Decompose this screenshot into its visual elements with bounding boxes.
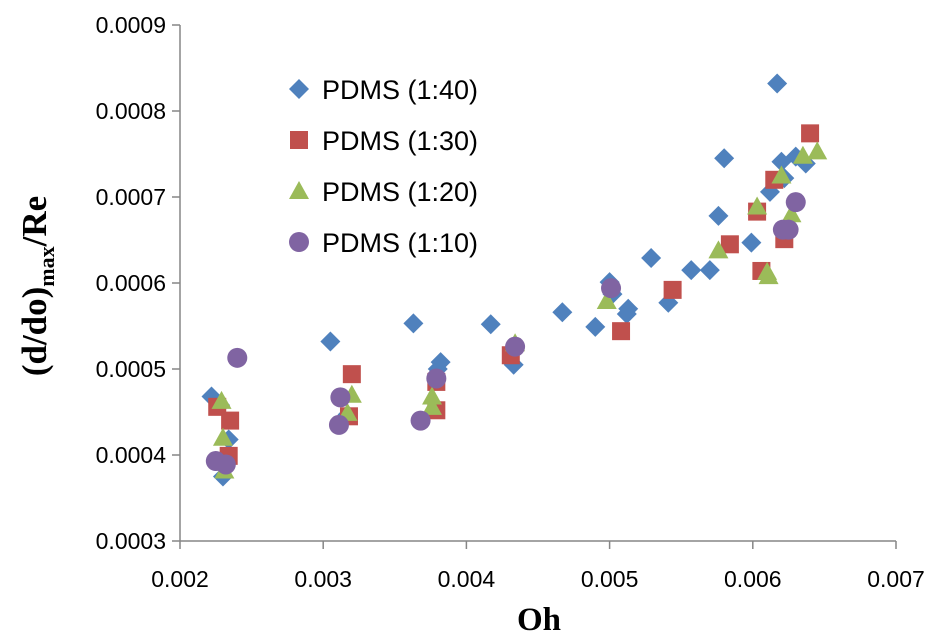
- y-tick-label: 0.0009: [96, 12, 166, 38]
- point-pdms-1-20: [781, 204, 802, 223]
- point-pdms-1-20: [807, 141, 828, 160]
- legend: PDMS (1:40) PDMS (1:30) PDMS (1:20) PDMS (1…: [289, 75, 478, 258]
- point-pdms-1-30: [663, 280, 682, 299]
- point-pdms-1-20: [422, 386, 443, 405]
- x-axis-title: Oh: [517, 602, 561, 637]
- point-pdms-1-40: [585, 316, 606, 337]
- point-pdms-1-40: [552, 302, 573, 323]
- point-pdms-1-40: [681, 260, 702, 281]
- point-pdms-1-10: [601, 278, 622, 299]
- point-pdms-1-10: [328, 414, 349, 435]
- point-pdms-1-30: [221, 411, 240, 430]
- legend-label: PDMS (1:30): [322, 126, 478, 156]
- y-tick-label: 0.0005: [96, 356, 166, 382]
- point-pdms-1-40: [708, 205, 729, 226]
- point-pdms-1-20: [596, 291, 617, 310]
- point-pdms-1-40: [320, 331, 341, 352]
- legend-label: PDMS (1:40): [322, 75, 478, 105]
- point-pdms-1-10: [785, 192, 806, 213]
- y-axis-title-tail: /Re: [15, 196, 54, 248]
- y-axis-title: (d/do)max/Re: [15, 196, 59, 376]
- tick-group: 0.002 0.003 0.004 0.005 0.006 0.007 0.0003 0.00…: [96, 12, 925, 592]
- point-pdms-1-40: [641, 248, 662, 269]
- data-points: [201, 73, 828, 487]
- point-pdms-1-30: [612, 322, 631, 341]
- point-pdms-1-40: [480, 314, 501, 335]
- point-pdms-1-40: [618, 298, 639, 319]
- y-tick-label: 0.0004: [96, 442, 167, 468]
- y-tick-label: 0.0006: [96, 270, 166, 296]
- x-tick-label: 0.007: [867, 566, 925, 592]
- point-pdms-1-40: [699, 260, 720, 281]
- point-pdms-1-10: [227, 347, 248, 368]
- x-tick-label: 0.005: [581, 566, 639, 592]
- point-pdms-1-20: [212, 427, 233, 446]
- x-tick-label: 0.004: [438, 566, 496, 592]
- legend-label: PDMS (1:10): [322, 228, 478, 258]
- y-tick-label: 0.0008: [96, 98, 166, 124]
- point-pdms-1-10: [330, 387, 351, 408]
- legend-marker-1: [290, 131, 308, 149]
- point-pdms-1-20: [422, 396, 443, 415]
- y-axis-title-subscript: max: [34, 246, 59, 286]
- y-tick-label: 0.0003: [96, 528, 166, 554]
- x-tick-label: 0.002: [151, 566, 209, 592]
- y-tick-label: 0.0007: [96, 184, 166, 210]
- x-tick-label: 0.006: [724, 566, 782, 592]
- point-pdms-1-20: [211, 390, 232, 409]
- point-pdms-1-20: [747, 196, 768, 215]
- point-pdms-1-40: [767, 73, 788, 94]
- point-pdms-1-10: [505, 336, 526, 357]
- point-pdms-1-10: [426, 368, 447, 389]
- point-pdms-1-20: [771, 165, 792, 184]
- legend-label: PDMS (1:20): [322, 177, 478, 207]
- point-pdms-1-40: [403, 313, 424, 334]
- point-pdms-1-30: [801, 124, 820, 143]
- point-pdms-1-20: [758, 266, 779, 285]
- point-pdms-1-30: [342, 365, 361, 384]
- x-tick-label: 0.003: [294, 566, 352, 592]
- legend-marker-3: [289, 232, 309, 252]
- legend-marker-0: [289, 79, 309, 99]
- point-pdms-1-20: [708, 240, 729, 259]
- point-pdms-1-10: [215, 454, 236, 475]
- point-pdms-1-10: [410, 410, 431, 431]
- point-pdms-1-40: [430, 352, 451, 373]
- point-pdms-1-30: [720, 235, 739, 254]
- point-pdms-1-40: [714, 148, 735, 169]
- point-pdms-1-40: [741, 232, 762, 253]
- point-pdms-1-10: [778, 219, 799, 240]
- y-axis-title-main: (d/do): [15, 287, 54, 376]
- axes: [179, 25, 896, 542]
- legend-marker-2: [289, 181, 309, 199]
